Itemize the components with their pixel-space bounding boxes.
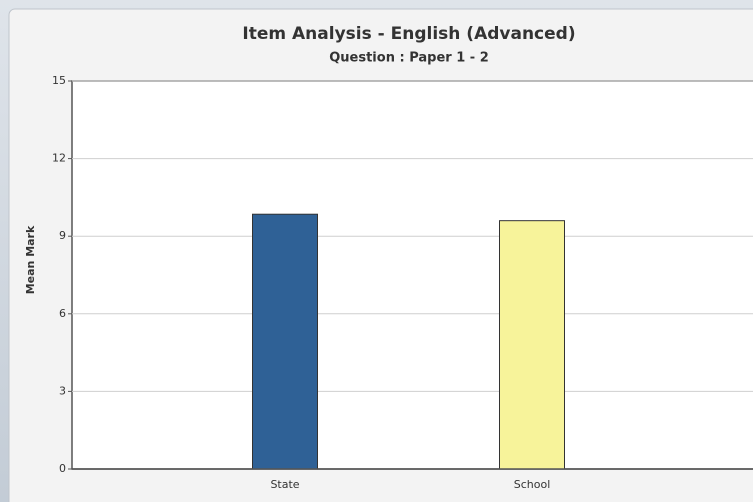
chart-subtitle: Question : Paper 1 - 2 xyxy=(329,51,489,66)
y-tick-label: 6 xyxy=(59,307,66,320)
x-tick-label: State xyxy=(270,478,299,491)
y-tick-label: 9 xyxy=(59,229,66,242)
y-tick-label: 12 xyxy=(52,152,66,165)
bar xyxy=(499,220,565,470)
y-axis-label: Mean Mark xyxy=(24,225,37,294)
x-tick-label: School xyxy=(514,478,551,491)
chart-title: Item Analysis - English (Advanced) xyxy=(242,24,575,44)
y-tick-label: 15 xyxy=(52,74,66,87)
y-tick-label: 3 xyxy=(59,384,66,397)
bar xyxy=(252,213,318,470)
y-tick-label: 0 xyxy=(59,462,66,475)
plot-area xyxy=(71,80,753,470)
